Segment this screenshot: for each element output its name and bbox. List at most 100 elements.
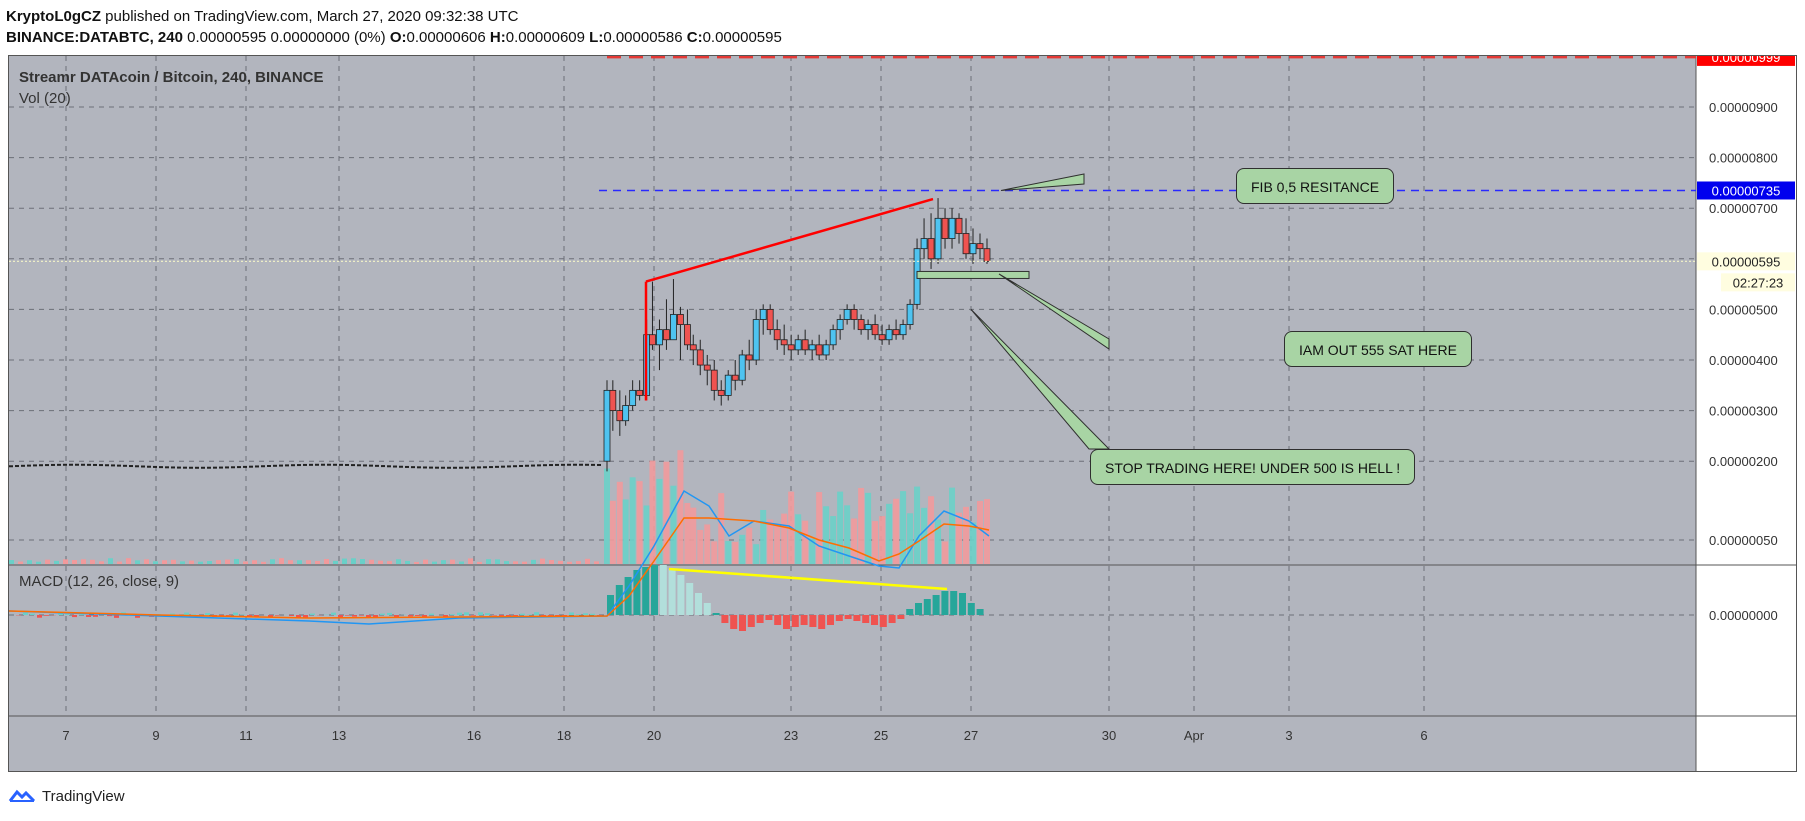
volume-bar (816, 492, 823, 564)
candles[interactable] (9, 198, 991, 472)
candle-body (622, 405, 630, 422)
volume-bar (54, 560, 59, 564)
stop-trading-note[interactable]: STOP TRADING HERE! UNDER 500 IS HELL ! (1090, 449, 1416, 485)
open-value: 0.00000606 (406, 29, 486, 46)
candle-body (759, 308, 767, 320)
low-label: L: (589, 29, 604, 46)
volume-bar (746, 527, 753, 564)
volume-bar (643, 505, 650, 564)
candle-body (766, 308, 774, 331)
macd-hist-bar (576, 614, 581, 615)
volume-bar (405, 560, 410, 564)
candle-body (892, 329, 900, 336)
candle-body (684, 324, 691, 346)
macd-hist-bar (457, 612, 462, 615)
macd-hist-bar (548, 615, 553, 616)
macd-hist-bar (844, 615, 852, 619)
macd-hist-bar (408, 615, 413, 617)
volume-bar (802, 520, 809, 564)
volume-bar (956, 512, 963, 564)
volume-bar (609, 500, 616, 564)
author-name[interactable]: KryptoL0gCZ (6, 8, 101, 25)
time-tick-label: 9 (152, 728, 159, 743)
exit-note[interactable]: IAM OUT 555 SAT HERE (1284, 331, 1472, 367)
candle-body (829, 329, 837, 346)
high-value: 0.00000609 (505, 29, 585, 46)
time-tick-label: 7 (62, 728, 69, 743)
candle-body (670, 314, 677, 341)
macd-hist-bar (791, 615, 799, 627)
macd-hist-bar (651, 565, 658, 615)
time-tick-label: 6 (1420, 728, 1427, 743)
price-tick-label: 0.00000200 (1709, 454, 1778, 469)
macd-hist-bar (783, 615, 790, 629)
macd-hist-bar (205, 613, 210, 615)
macd-hist-bar (747, 615, 755, 627)
price-change: 0.00000595 0.00000000 (0%) (187, 29, 386, 46)
volume-bar (396, 559, 401, 564)
chart-frame[interactable]: 0.00000900 0.00000800 0.00000700 0.00000500… (8, 55, 1797, 772)
candle-body (717, 389, 725, 396)
volume-bar (531, 559, 536, 564)
chart-svg[interactable]: 0.00000900 0.00000800 0.00000700 0.00000500… (9, 56, 1796, 771)
footer: TradingView (8, 787, 125, 805)
candle-body (969, 243, 977, 255)
macd-hist-bar (555, 615, 560, 617)
volume-bar (432, 561, 437, 564)
volume-bar (830, 516, 837, 564)
macd-hist-bar (170, 613, 175, 615)
macd-hist-bar (879, 615, 887, 627)
volume-bar (153, 561, 158, 564)
volume-bar (844, 505, 851, 564)
volume-bar (81, 559, 86, 564)
price-tag-current-bg (1697, 252, 1795, 271)
time-tick-label: 3 (1285, 728, 1292, 743)
macd-hist-bar (686, 583, 694, 615)
candle-body (738, 354, 746, 381)
price-tag-red: 0.00000999 (1712, 56, 1781, 65)
macd-hist-bar (184, 612, 189, 615)
volume-bar (387, 561, 392, 564)
macd-hist-bar (703, 603, 711, 615)
macd-hist-bar (818, 615, 826, 629)
macd-hist-bar (268, 615, 273, 617)
volume-bar (879, 516, 886, 564)
candle-body (941, 217, 949, 239)
volume-bar (837, 491, 844, 564)
volume-bar (677, 450, 684, 564)
macd-hist-bar (107, 615, 112, 617)
candle-body (962, 233, 970, 255)
candle-body (948, 217, 956, 239)
volume-bar (369, 559, 374, 564)
volume-bar (477, 561, 482, 564)
time-tick-label: 16 (467, 728, 481, 743)
drawings[interactable] (9, 56, 1696, 591)
macd-hist-bar (58, 612, 63, 615)
macd-hist-bar (765, 615, 773, 620)
countdown-bg (1721, 273, 1795, 292)
candle-body (629, 389, 637, 406)
candle-body (850, 308, 858, 320)
candle-body (752, 319, 760, 361)
volume-bar (540, 558, 545, 564)
volume-bar (459, 561, 464, 564)
fib-resistance-note[interactable]: FIB 0,5 RESITANCE (1236, 168, 1395, 204)
candle-body (745, 354, 753, 361)
volume-bar (594, 561, 599, 564)
volume-bar (914, 486, 921, 564)
volume-bar (126, 558, 131, 564)
price-tag-current: 0.00000595 (1712, 254, 1781, 269)
volume-bar (886, 503, 893, 564)
candle-body (906, 303, 914, 325)
macd-hist-bar (659, 565, 667, 615)
brand-name[interactable]: TradingView (42, 787, 125, 805)
macd-hist-bar (359, 615, 364, 616)
volume-bar (351, 558, 356, 564)
time-tick-label: 27 (964, 728, 978, 743)
ohlc-line: BINANCE:DATABTC, 240 0.00000595 0.000000… (6, 27, 782, 48)
macd-hist-bar (23, 612, 28, 615)
price-tag-blue: 0.00000735 (1712, 183, 1781, 198)
macd-hist-bar (394, 615, 399, 618)
volume-bar (970, 522, 977, 564)
price-tick-label: 0.00000800 (1709, 151, 1778, 166)
